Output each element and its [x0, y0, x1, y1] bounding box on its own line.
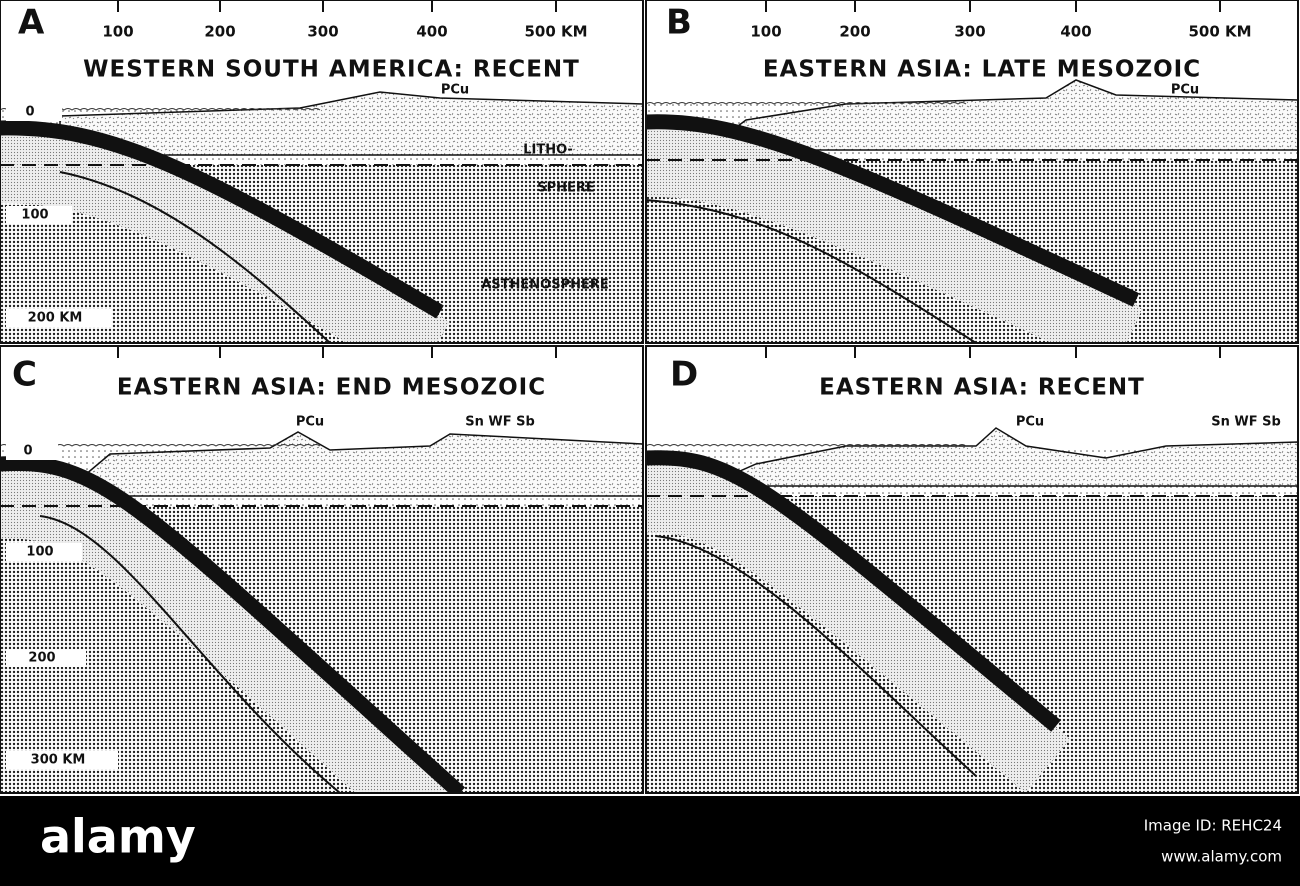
panel-title: EASTERN ASIA: RECENT: [819, 375, 1145, 401]
label: PCu: [1171, 83, 1199, 98]
depth-label: 100: [21, 208, 48, 223]
slab-band: [646, 126, 1143, 343]
label: Sn WF Sb: [1211, 415, 1281, 430]
scale-label: 200: [204, 23, 235, 41]
scale-label: 400: [1060, 23, 1091, 41]
scale-label: 500 KM: [524, 23, 587, 41]
depth-bg: [6, 543, 82, 561]
label: Sn WF Sb: [465, 415, 535, 430]
depth-bg: [6, 103, 62, 121]
depth-label: 0: [23, 444, 32, 459]
frame: [645, 0, 1299, 344]
depth-label: 100: [26, 545, 53, 560]
frame: [0, 0, 644, 344]
panel: C EASTERN ASIA: END MESOZOIC PCu Sn WF Sb 0 1…: [0, 345, 644, 794]
continent: [703, 79, 1298, 151]
continent: [705, 427, 1298, 487]
slab-band: [0, 132, 450, 343]
scale-label: 100: [102, 23, 133, 41]
label: LITHO-: [523, 143, 573, 158]
depth-label: 300 KM: [31, 753, 86, 768]
slab: [646, 114, 1140, 307]
frame: [645, 345, 1299, 794]
label: ASTHENOSPHERE: [481, 278, 609, 293]
label: PCu: [441, 83, 469, 98]
sea-level: [646, 444, 967, 447]
url: www.alamy.com: [1161, 848, 1282, 866]
section: [646, 346, 1298, 793]
panel: A WESTERN SOUTH AMERICA: RECENT 100 200 300 4…: [0, 0, 644, 344]
section: [0, 346, 643, 793]
scale-label: 300: [307, 23, 338, 41]
panel: B EASTERN ASIA: LATE MESOZOIC 100 200 300 400…: [645, 0, 1299, 344]
scale-label: 100: [750, 23, 781, 41]
lower-boundary: [59, 171, 331, 343]
panel-title: EASTERN ASIA: END MESOZOIC: [117, 375, 546, 401]
label: SPHERE: [537, 181, 595, 196]
image-id: Image ID: REHC24: [1144, 817, 1282, 835]
brand: alamy: [40, 810, 196, 864]
depth-bg: [6, 442, 58, 460]
depth-bg: [6, 206, 72, 224]
slab-band: [646, 462, 1071, 793]
slab: [0, 456, 466, 793]
section: [0, 0, 643, 343]
panel-letter: A: [18, 3, 45, 43]
panel: D EASTERN ASIA: RECENT PCu Sn WF Sb: [645, 345, 1299, 794]
section: [646, 0, 1298, 343]
depth-label: 0: [25, 105, 34, 120]
label: PCu: [1016, 415, 1044, 430]
depth-label: 200 KM: [28, 311, 83, 326]
frame: [0, 345, 644, 794]
panel-title: EASTERN ASIA: LATE MESOZOIC: [763, 57, 1201, 83]
sea-level: [646, 102, 967, 105]
slab: [646, 450, 1061, 732]
lower-boundary: [646, 199, 977, 343]
depth-bg: [6, 309, 112, 327]
label: PCu: [296, 415, 324, 430]
scale-label: 400: [416, 23, 447, 41]
slab-band: [0, 468, 460, 793]
depth-bg: [6, 751, 118, 769]
scale-label: 300: [954, 23, 985, 41]
lower-boundary: [655, 535, 977, 777]
lower-boundary: [39, 515, 341, 793]
panel-letter: D: [670, 355, 698, 395]
continent: [57, 431, 643, 497]
footer-bar: [0, 796, 1300, 886]
depth-bg: [6, 649, 86, 667]
depth-label: 200: [28, 651, 55, 666]
panel-title: WESTERN SOUTH AMERICA: RECENT: [83, 57, 580, 83]
scale-label: 500 KM: [1188, 23, 1251, 41]
panel-letter: C: [12, 355, 37, 395]
panel-letter: B: [666, 3, 692, 43]
scale-label: 200: [839, 23, 870, 41]
